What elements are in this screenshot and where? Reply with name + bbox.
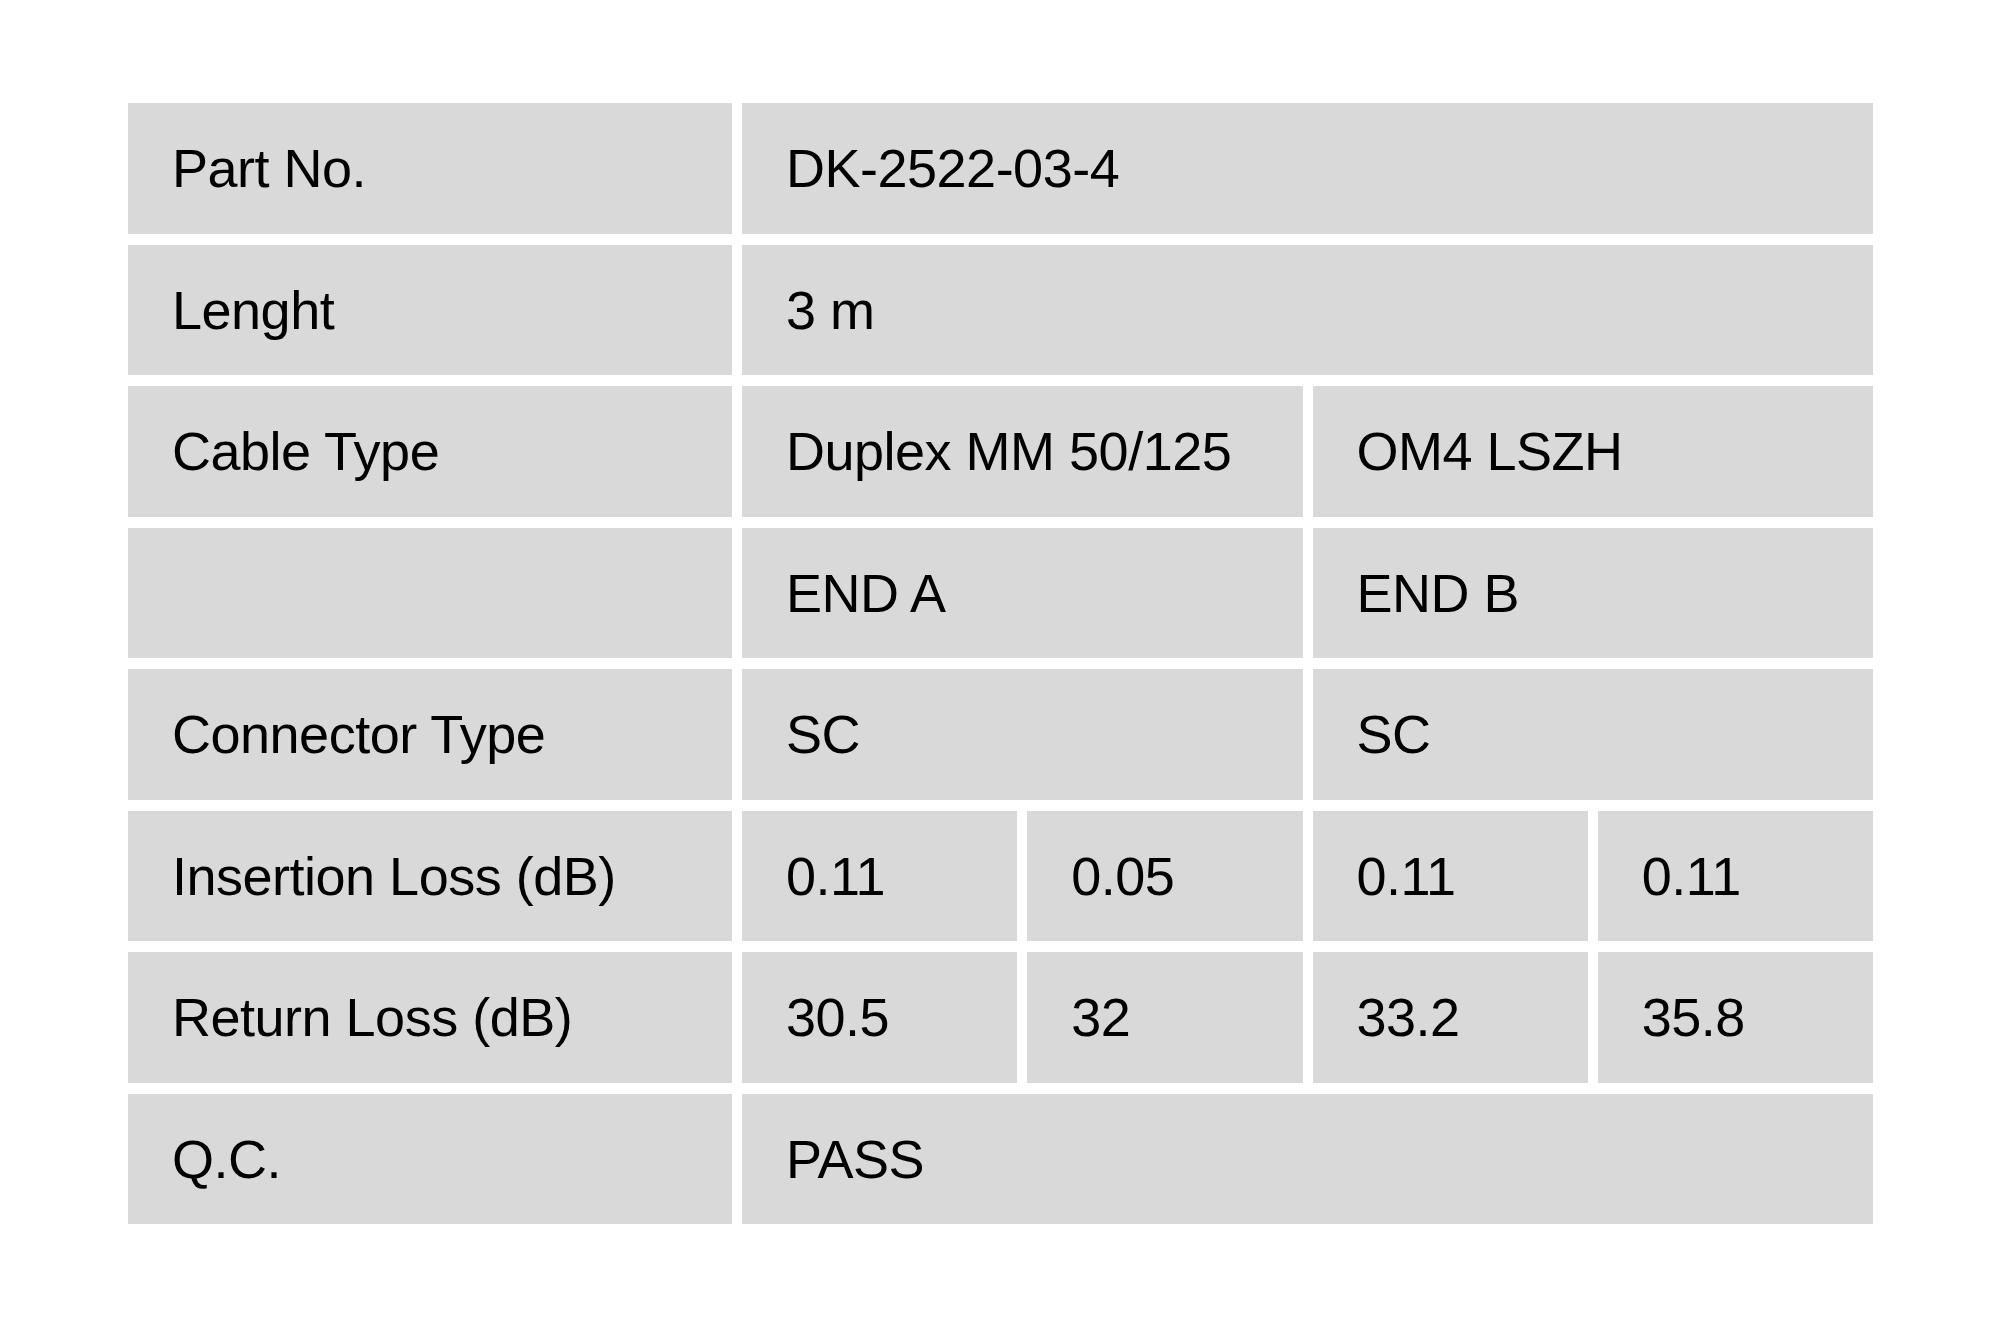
connector-type-label-cell: Connector Type <box>128 669 732 800</box>
insertion-loss-label-cell: Insertion Loss (dB) <box>128 811 732 942</box>
insertion-loss-value-cell-4: 0.11 <box>1598 811 1873 942</box>
length-label-cell: Lenght <box>128 245 732 376</box>
return-loss-value-cell-2: 32 <box>1027 952 1302 1083</box>
cable-type-value-cell-1: Duplex MM 50/125 <box>742 386 1303 517</box>
end-header-value-cell-2: END B <box>1313 528 1874 659</box>
end-header-label-cell <box>128 528 732 659</box>
part-no-value-cell-1: DK-2522-03-4 <box>742 103 1873 234</box>
insertion-loss-value-cell-1: 0.11 <box>742 811 1017 942</box>
qc-report-table: Part No.DK-2522-03-4Lenght3 mCable TypeD… <box>128 103 1873 1224</box>
return-loss-label-cell: Return Loss (dB) <box>128 952 732 1083</box>
qc-value-cell-1: PASS <box>742 1094 1873 1225</box>
end-header-value-cell-1: END A <box>742 528 1303 659</box>
return-loss-value-cell-3: 33.2 <box>1313 952 1588 1083</box>
qc-label-cell: Q.C. <box>128 1094 732 1225</box>
part-no-label-cell: Part No. <box>128 103 732 234</box>
insertion-loss-value-cell-3: 0.11 <box>1313 811 1588 942</box>
insertion-loss-value-cell-2: 0.05 <box>1027 811 1302 942</box>
return-loss-value-cell-4: 35.8 <box>1598 952 1873 1083</box>
length-value-cell-1: 3 m <box>742 245 1873 376</box>
connector-type-value-cell-1: SC <box>742 669 1303 800</box>
connector-type-value-cell-2: SC <box>1313 669 1874 800</box>
return-loss-value-cell-1: 30.5 <box>742 952 1017 1083</box>
cable-type-label-cell: Cable Type <box>128 386 732 517</box>
page-background: { "page": { "background": "#ffffff" }, "… <box>0 0 2000 1333</box>
cable-type-value-cell-2: OM4 LSZH <box>1313 386 1874 517</box>
